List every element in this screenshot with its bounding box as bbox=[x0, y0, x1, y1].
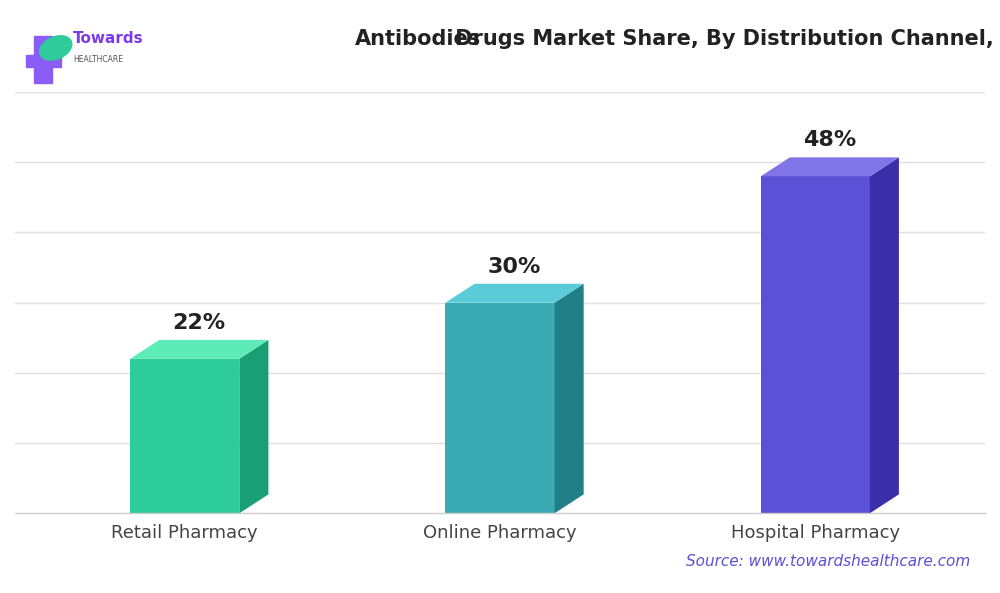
Text: 22%: 22% bbox=[173, 313, 226, 333]
Text: 30%: 30% bbox=[488, 257, 541, 277]
Polygon shape bbox=[239, 340, 268, 514]
Ellipse shape bbox=[40, 36, 72, 60]
Text: Drugs Market Share, By Distribution Channel, 2022 (%): Drugs Market Share, By Distribution Chan… bbox=[448, 28, 1000, 49]
Polygon shape bbox=[555, 283, 584, 514]
Text: HEALTHCARE: HEALTHCARE bbox=[73, 55, 123, 64]
Text: 48%: 48% bbox=[803, 130, 856, 151]
Polygon shape bbox=[445, 283, 584, 302]
Text: Antibodies: Antibodies bbox=[355, 28, 481, 49]
Polygon shape bbox=[130, 359, 239, 514]
Polygon shape bbox=[130, 340, 268, 359]
Polygon shape bbox=[870, 157, 899, 514]
Text: Source: www.towardshealthcare.com: Source: www.towardshealthcare.com bbox=[686, 554, 970, 569]
Polygon shape bbox=[761, 157, 899, 176]
Bar bbox=[26, 55, 61, 67]
Text: Towards: Towards bbox=[73, 31, 144, 46]
Polygon shape bbox=[761, 176, 870, 514]
Polygon shape bbox=[445, 302, 555, 514]
Bar bbox=[34, 36, 52, 83]
